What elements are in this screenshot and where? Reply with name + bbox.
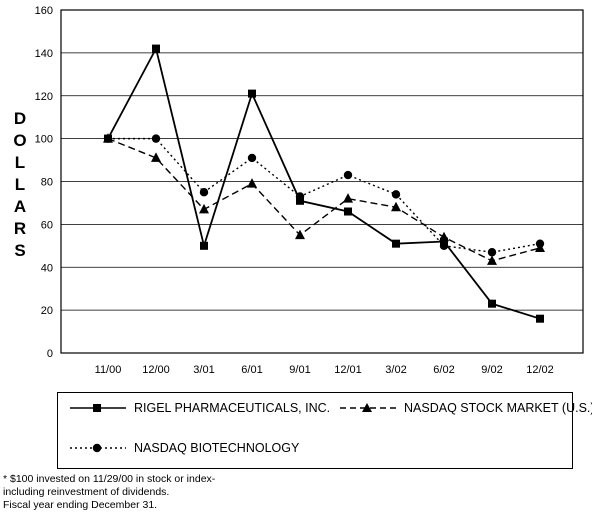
- legend-item-biotech: NASDAQ BIOTECHNOLOGY: [68, 441, 299, 455]
- data-point-square: [200, 241, 208, 250]
- legend-swatch-biotech: [70, 443, 126, 453]
- data-point-circle: [439, 241, 449, 251]
- x-tick-label: 6/01: [241, 364, 262, 376]
- legend-item-nasdaq: NASDAQ STOCK MARKET (U.S.): [338, 401, 592, 415]
- footnote: * $100 invested on 11/29/00 in stock or …: [3, 473, 215, 512]
- y-tick-label: 140: [35, 48, 53, 60]
- data-point-circle: [103, 134, 113, 143]
- data-point-triangle: [295, 229, 305, 240]
- y-axis-label-letter: R: [14, 219, 26, 238]
- data-point-triangle: [439, 231, 449, 242]
- x-axis-ticks: 11/00 12/00 3/01 6/01 9/01 12/01 3/02 6/02 9/02 1…: [95, 364, 554, 376]
- series-group: [103, 44, 545, 323]
- plot-area-frame: [60, 9, 584, 354]
- y-axis-label-letter: O: [13, 131, 26, 150]
- data-point-square: [344, 207, 352, 216]
- data-point-circle: [343, 170, 353, 180]
- y-tick-label: 120: [35, 91, 53, 103]
- data-point-circle: [535, 239, 545, 248]
- x-tick-label: 6/02: [433, 364, 454, 376]
- footnote-line-3: Fiscal year ending December 31.: [3, 499, 158, 511]
- data-point-square: [392, 239, 400, 248]
- y-tick-label: 60: [41, 219, 53, 231]
- data-point-triangle: [343, 193, 353, 203]
- data-point-triangle: [151, 152, 161, 162]
- series-line-3: [108, 137, 541, 253]
- data-point-circle: [151, 134, 161, 143]
- y-axis-label-letter: A: [14, 197, 26, 216]
- data-point-square: [440, 237, 448, 246]
- data-point-square: [536, 314, 544, 323]
- footnote-line-2: including reinvestment of dividends.: [3, 486, 170, 498]
- x-tick-label: 3/01: [193, 364, 214, 376]
- legend-swatch-nasdaq: [340, 403, 396, 412]
- y-axis-label-letter: L: [15, 153, 25, 172]
- x-tick-label: 3/02: [385, 364, 406, 376]
- data-point-square: [488, 299, 496, 308]
- data-point-triangle: [247, 178, 257, 188]
- y-axis-ticks: 0 20 40 60 80 100 120 140 160: [35, 5, 53, 360]
- x-tick-label: 11/00: [95, 364, 122, 376]
- y-tick-label: 100: [35, 134, 53, 146]
- data-point-triangle: [199, 203, 209, 214]
- y-axis-label-letter: S: [14, 241, 25, 260]
- legend-label-biotech: NASDAQ BIOTECHNOLOGY: [134, 441, 300, 455]
- y-tick-label: 160: [35, 5, 53, 17]
- gridlines: [61, 52, 583, 311]
- data-point-square: [152, 44, 160, 53]
- y-tick-label: 80: [41, 177, 53, 189]
- data-point-circle: [295, 192, 305, 201]
- line-chart: 0 20 40 60 80 100 120 140 160 11/00 12/00 3/01 6/01…: [13, 5, 584, 376]
- x-tick-label: 9/01: [289, 364, 310, 376]
- x-tick-label: 12/00: [142, 364, 170, 376]
- data-point-circle: [199, 188, 209, 197]
- data-point-triangle: [391, 201, 401, 212]
- y-axis-label-letter: L: [15, 175, 25, 194]
- x-tick-label: 12/01: [334, 364, 362, 376]
- legend-label-rigel: RIGEL PHARMACEUTICALS, INC.: [134, 401, 331, 415]
- x-tick-label: 9/02: [481, 364, 502, 376]
- data-point-circle: [487, 248, 497, 257]
- legend-label-nasdaq: NASDAQ STOCK MARKET (U.S.): [404, 401, 592, 415]
- legend: RIGEL PHARMACEUTICALS, INC. NASDAQ STOCK…: [57, 392, 592, 469]
- data-point-circle: [391, 190, 401, 199]
- series-line-2: [107, 137, 541, 262]
- y-tick-label: 0: [47, 348, 53, 360]
- x-tick-label: 12/02: [526, 364, 554, 376]
- series-line-1: [107, 46, 541, 320]
- data-point-circle: [247, 153, 257, 163]
- legend-item-rigel: RIGEL PHARMACEUTICALS, INC.: [68, 401, 330, 415]
- y-tick-label: 20: [41, 305, 53, 317]
- data-point-triangle: [487, 255, 497, 265]
- data-point-square: [296, 196, 304, 205]
- y-tick-label: 40: [41, 262, 53, 274]
- legend-swatch-rigel: [70, 404, 126, 412]
- footnote-line-1: * $100 invested on 11/29/00 in stock or …: [3, 473, 216, 485]
- y-axis-label-letter: D: [14, 109, 26, 128]
- data-point-square: [248, 89, 256, 98]
